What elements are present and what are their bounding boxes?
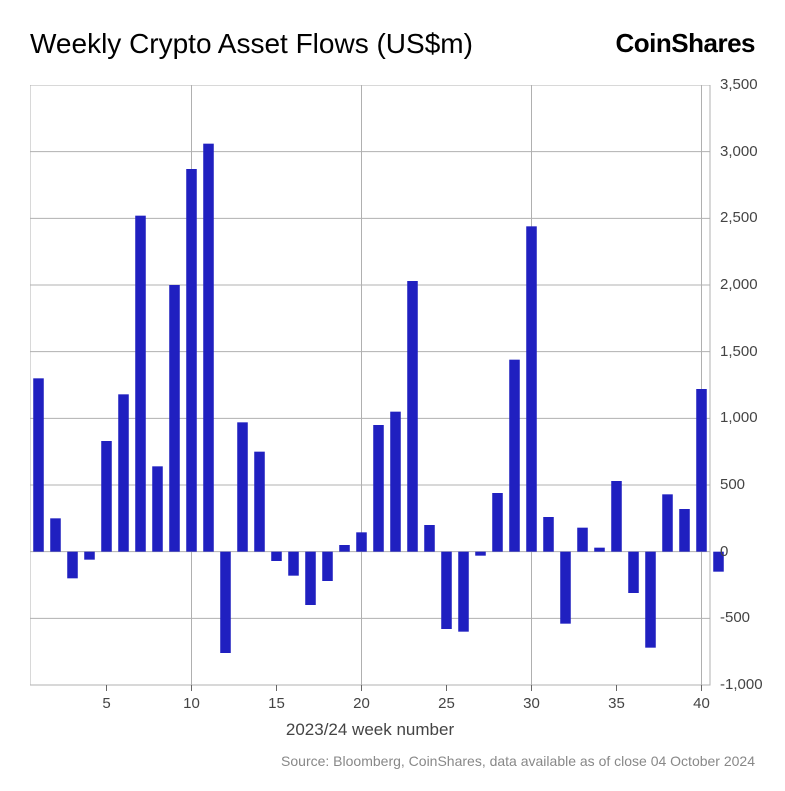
- y-tick-label: -1,000: [720, 676, 763, 693]
- y-tick-label: 2,000: [720, 276, 758, 293]
- bar: [526, 226, 537, 551]
- bar: [594, 548, 605, 552]
- bar: [305, 552, 316, 605]
- bar: [135, 216, 146, 552]
- bar: [560, 552, 571, 624]
- bar: [492, 493, 503, 552]
- x-tick-label: 20: [353, 695, 370, 712]
- bar: [322, 552, 333, 581]
- bar: [543, 517, 554, 552]
- bar: [220, 552, 231, 653]
- bar: [67, 552, 78, 579]
- bar: [407, 281, 418, 552]
- bar: [390, 412, 401, 552]
- brand-logo: CoinShares: [616, 28, 756, 59]
- bar: [424, 525, 435, 552]
- bar: [186, 169, 197, 552]
- y-tick-label: 1,000: [720, 409, 758, 426]
- bar: [33, 378, 44, 551]
- bar: [84, 552, 95, 560]
- chart-plot-area: -1,000-50005001,0001,5002,0002,5003,0003…: [30, 85, 730, 705]
- bar: [271, 552, 282, 561]
- bar: [628, 552, 639, 593]
- bar: [662, 494, 673, 551]
- x-tick-label: 30: [523, 695, 540, 712]
- bar: [373, 425, 384, 552]
- y-tick-label: 3,000: [720, 143, 758, 160]
- x-tick-label: 35: [608, 695, 625, 712]
- y-tick-label: 500: [720, 476, 745, 493]
- y-tick-label: -500: [720, 609, 750, 626]
- chart-title: Weekly Crypto Asset Flows (US$m): [30, 28, 473, 60]
- x-tick-label: 5: [102, 695, 110, 712]
- y-tick-label: 3,500: [720, 76, 758, 93]
- bar: [679, 509, 690, 552]
- bar: [50, 518, 61, 551]
- bar: [237, 422, 248, 551]
- bar: [118, 394, 129, 551]
- x-tick-label: 40: [693, 695, 710, 712]
- y-tick-label: 1,500: [720, 343, 758, 360]
- x-tick-label: 25: [438, 695, 455, 712]
- source-note: Source: Bloomberg, CoinShares, data avai…: [281, 753, 755, 769]
- chart-svg: [30, 85, 785, 755]
- bar: [458, 552, 469, 632]
- bar: [203, 144, 214, 552]
- bar: [288, 552, 299, 576]
- x-tick-label: 15: [268, 695, 285, 712]
- bar: [254, 452, 265, 552]
- bar: [339, 545, 350, 552]
- x-tick-label: 10: [183, 695, 200, 712]
- y-tick-label: 2,500: [720, 209, 758, 226]
- bar: [645, 552, 656, 648]
- bar: [475, 552, 486, 556]
- y-tick-label: 0: [720, 543, 728, 560]
- bar: [509, 360, 520, 552]
- bar: [441, 552, 452, 629]
- bar: [101, 441, 112, 552]
- x-axis-title: 2023/24 week number: [286, 720, 454, 740]
- bar: [696, 389, 707, 552]
- bar: [169, 285, 180, 552]
- chart-container: { "chart": { "type": "bar", "title": "We…: [0, 0, 785, 791]
- bar: [577, 528, 588, 552]
- bar: [611, 481, 622, 552]
- bar: [356, 532, 367, 551]
- bar: [152, 466, 163, 551]
